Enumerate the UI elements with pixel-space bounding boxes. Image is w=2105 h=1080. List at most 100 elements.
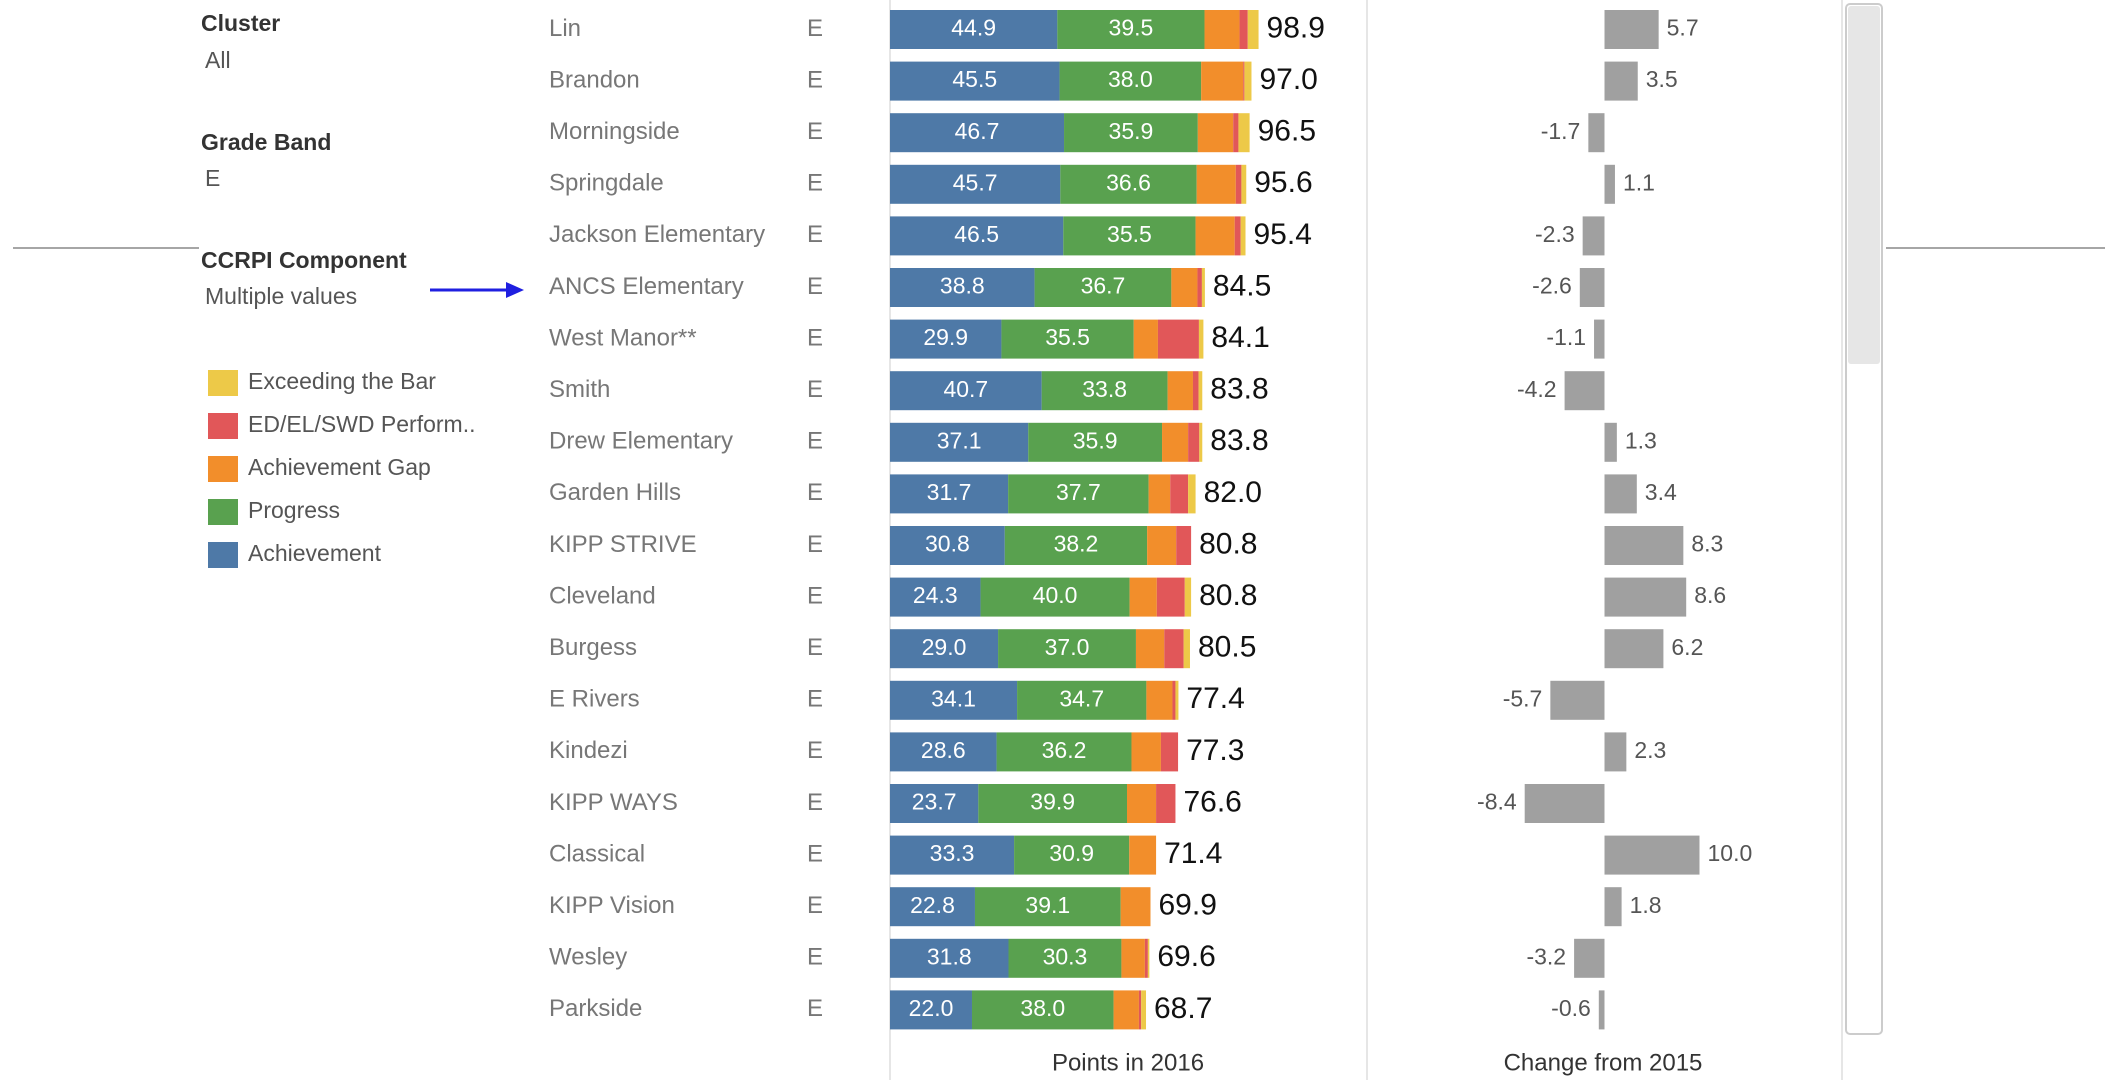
filter-title: Cluster <box>201 10 280 36</box>
total-label: 95.6 <box>1254 166 1312 199</box>
change-label: 1.8 <box>1630 892 1662 918</box>
change-label: -1.1 <box>1546 324 1586 350</box>
change-label: -3.2 <box>1526 943 1566 969</box>
filter-value[interactable]: E <box>205 165 220 191</box>
segment-label: 46.7 <box>955 118 1000 144</box>
bar-segment <box>1170 474 1189 514</box>
change-bar <box>1604 164 1615 204</box>
bar-segment <box>998 629 1136 669</box>
bar-segment <box>890 990 972 1030</box>
bar-segment <box>1059 61 1202 101</box>
legend-swatch <box>208 542 238 568</box>
bar-segment <box>1121 938 1145 978</box>
bar-segment <box>1167 371 1193 411</box>
bar-segment <box>1156 577 1185 617</box>
grade-label: E <box>807 634 823 661</box>
segment-label: 37.7 <box>1056 479 1101 505</box>
bar-segment <box>1247 10 1259 49</box>
grade-label: E <box>807 840 823 867</box>
change-label: -2.3 <box>1535 221 1575 247</box>
segment-label: 29.0 <box>922 634 967 660</box>
grade-label: E <box>807 995 823 1022</box>
bar-segment <box>974 887 1121 927</box>
bar-segment <box>1183 629 1190 669</box>
change-label: -2.6 <box>1532 273 1572 299</box>
bar-segment <box>1063 216 1196 256</box>
bar-segment <box>1233 113 1239 153</box>
bar-segment <box>1133 319 1158 359</box>
bar-segment <box>890 526 1005 565</box>
bar-segment <box>890 10 1058 49</box>
legend-label: ED/EL/SWD Perform.. <box>248 411 475 437</box>
change-label: -4.2 <box>1517 376 1557 402</box>
total-label: 84.5 <box>1213 269 1271 302</box>
row-label: Brandon <box>549 66 640 93</box>
segment-label: 30.8 <box>925 531 970 557</box>
bar-segment <box>1196 164 1236 204</box>
bar-segment <box>1184 577 1192 617</box>
scrollbar-thumb[interactable] <box>1848 6 1880 364</box>
bar-segment <box>1120 887 1151 927</box>
bar-segment <box>1001 319 1134 359</box>
grade-label: E <box>807 428 823 455</box>
change-bar <box>1604 10 1659 49</box>
bar-segment <box>890 113 1065 153</box>
grade-label: E <box>807 531 823 558</box>
bar-segment <box>1234 216 1241 256</box>
change-bar <box>1604 629 1664 669</box>
change-bar <box>1550 680 1605 720</box>
total-label: 80.5 <box>1198 631 1256 664</box>
filter-value[interactable]: Multiple values <box>205 283 357 309</box>
bar-segment <box>1239 10 1248 49</box>
row-label: Burgess <box>549 634 637 661</box>
bar-segment <box>1171 268 1198 307</box>
change-bar <box>1604 732 1627 772</box>
bar-segment <box>1147 526 1177 565</box>
segment-label: 39.9 <box>1030 789 1075 815</box>
bar-segment <box>978 784 1128 823</box>
row-label: Kindezi <box>549 737 628 764</box>
change-label: 1.1 <box>1623 169 1655 195</box>
segment-label: 38.8 <box>940 273 985 299</box>
row-label: Morningside <box>549 118 680 145</box>
bar-segment <box>980 577 1130 617</box>
change-label: 1.3 <box>1625 427 1657 453</box>
segment-label: 22.0 <box>909 995 954 1021</box>
row-label: Garden Hills <box>549 479 681 506</box>
bar-segment <box>1188 422 1200 462</box>
bar-segment <box>890 216 1064 256</box>
segment-label: 33.3 <box>930 840 975 866</box>
grade-label: E <box>807 324 823 351</box>
segment-label: 35.5 <box>1107 221 1152 247</box>
total-label: 76.6 <box>1183 785 1241 818</box>
change-label: 3.4 <box>1645 479 1677 505</box>
bar-segment <box>1008 474 1149 514</box>
bar-segment <box>890 887 975 927</box>
grade-label: E <box>807 479 823 506</box>
bar-segment <box>1028 422 1163 462</box>
segment-label: 39.5 <box>1109 15 1154 41</box>
legend-label: Progress <box>248 497 340 523</box>
filter-value[interactable]: All <box>205 47 231 73</box>
bar-segment <box>1138 990 1142 1030</box>
bar-segment <box>1057 10 1205 49</box>
change-bar <box>1604 835 1700 875</box>
bar-segment <box>1197 113 1234 153</box>
segment-label: 24.3 <box>913 582 958 608</box>
bar-segment <box>1008 938 1122 978</box>
legend-swatch <box>208 370 238 396</box>
bar-segment <box>1113 990 1139 1030</box>
bar-segment <box>890 732 997 772</box>
bar-segment <box>1244 61 1252 101</box>
annotation-arrowhead <box>506 282 524 298</box>
bar-segment <box>1204 10 1240 49</box>
bar-segment <box>1127 784 1157 823</box>
grade-label: E <box>807 170 823 197</box>
segment-label: 35.9 <box>1109 118 1154 144</box>
bar-segment <box>890 61 1060 101</box>
segment-label: 44.9 <box>951 15 996 41</box>
row-label: Parkside <box>549 995 642 1022</box>
change-label: -5.7 <box>1503 685 1543 711</box>
change-label: 10.0 <box>1708 840 1753 866</box>
bar-segment <box>890 629 999 669</box>
